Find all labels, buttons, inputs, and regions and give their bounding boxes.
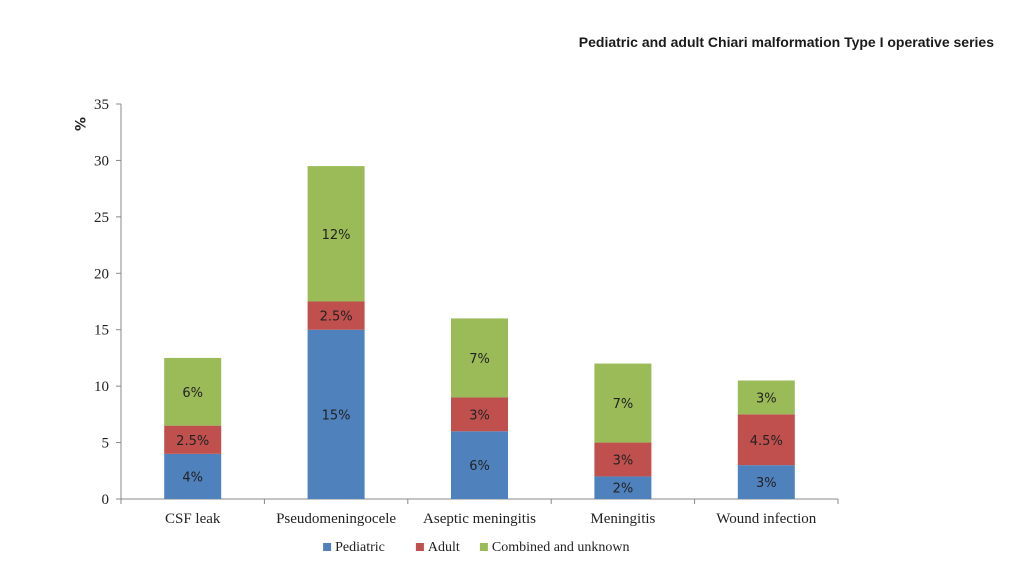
x-category-label: Aseptic meningitis — [423, 511, 536, 527]
x-category-label: Wound infection — [716, 511, 817, 527]
bar-segment-adult — [594, 442, 652, 477]
data-label: 6% — [182, 386, 203, 401]
y-tick-label: 20 — [94, 266, 109, 282]
data-label: 4.5% — [750, 434, 783, 449]
data-label: 15% — [322, 408, 351, 423]
data-label: 12% — [322, 228, 351, 243]
bar-segment-pediatric — [451, 431, 508, 499]
y-tick-label: 30 — [94, 153, 109, 169]
data-label: 7% — [469, 352, 490, 367]
bar-segment-pediatric — [737, 465, 795, 499]
bar-segment-pediatric — [594, 476, 652, 499]
data-label: 3% — [469, 408, 490, 423]
y-tick-label: 25 — [94, 210, 109, 226]
y-tick-label: 35 — [94, 97, 109, 113]
bar-segment-combined-and-unknown — [164, 357, 222, 426]
bar-segment-combined-and-unknown — [451, 318, 508, 398]
data-label: 2% — [613, 482, 634, 497]
y-tick-label: 15 — [94, 323, 109, 339]
x-category-label: CSF leak — [165, 511, 221, 527]
legend-swatch — [479, 543, 488, 551]
bar-segment-adult — [451, 397, 508, 432]
x-category-label: Meningitis — [590, 511, 655, 527]
bar-segment-adult — [164, 425, 222, 454]
x-category-label: Pseudomeningocele — [276, 511, 396, 527]
y-tick-label: 0 — [102, 492, 110, 508]
chart-title: Pediatric and adult Chiari malformation … — [578, 34, 994, 50]
legend-label: Pediatric — [335, 540, 385, 555]
y-tick-label: 5 — [102, 436, 110, 452]
data-label: 6% — [469, 459, 490, 474]
legend-label: Combined and unknown — [492, 540, 630, 555]
data-label: 3% — [756, 391, 777, 406]
data-label: 7% — [613, 397, 634, 412]
legend-swatch — [415, 543, 424, 551]
y-tick-label: 10 — [94, 379, 109, 395]
legend-label: Adult — [428, 540, 460, 555]
y-axis-title: % — [71, 117, 87, 131]
data-label: 2.5% — [320, 310, 353, 325]
data-label: 3% — [756, 476, 777, 491]
bar-segment-combined-and-unknown — [737, 380, 795, 415]
bar-segment-combined-and-unknown — [594, 363, 652, 443]
bar-segment-combined-and-unknown — [307, 166, 365, 302]
data-label: 3% — [613, 454, 634, 469]
data-label: 2.5% — [176, 434, 209, 449]
legend-swatch — [323, 543, 332, 551]
bar-segment-adult — [307, 301, 365, 330]
data-label: 4% — [182, 470, 203, 485]
bar-segment-pediatric — [307, 329, 365, 499]
bar-segment-pediatric — [164, 453, 222, 499]
bar-segment-adult — [737, 414, 795, 466]
